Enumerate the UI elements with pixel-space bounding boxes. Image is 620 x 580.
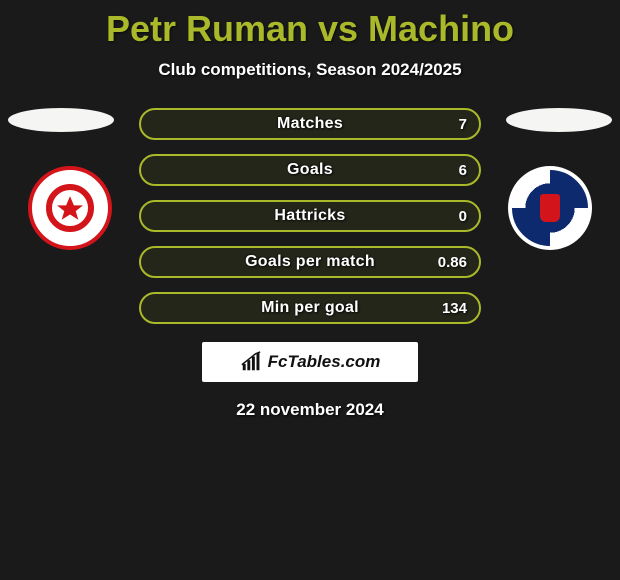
date-label: 22 november 2024 [0, 400, 620, 420]
stat-right-value: 0.86 [425, 248, 467, 276]
stat-right-value: 134 [425, 294, 467, 322]
player-right-slot [506, 108, 612, 132]
stat-row: Min per goal134 [139, 292, 481, 324]
page-title: Petr Ruman vs Machino [0, 0, 620, 50]
player-left-slot [8, 108, 114, 132]
stat-row: Hattricks0 [139, 200, 481, 232]
mainz-crest-icon [28, 166, 112, 250]
brand-box: FcTables.com [202, 342, 418, 382]
stat-row: Goals6 [139, 154, 481, 186]
brand-label: FcTables.com [268, 352, 381, 372]
stat-row: Matches7 [139, 108, 481, 140]
club-badge-left [20, 158, 120, 258]
stat-right-value: 6 [425, 156, 467, 184]
club-badge-right [500, 158, 600, 258]
stats-list: Matches7 Goals6 Hattricks0 Goals per match0… [139, 108, 481, 338]
chart-icon [240, 351, 262, 373]
stat-right-value: 7 [425, 110, 467, 138]
kiel-crest-icon [508, 166, 592, 250]
page-subtitle: Club competitions, Season 2024/2025 [0, 60, 620, 80]
stat-row: Goals per match0.86 [139, 246, 481, 278]
stat-right-value: 0 [425, 202, 467, 230]
